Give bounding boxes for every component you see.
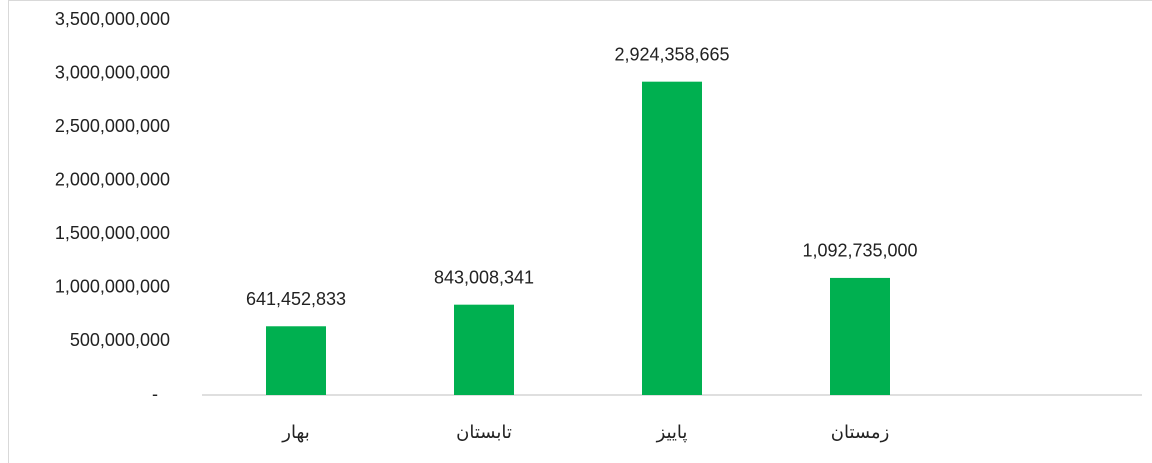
data-label: 843,008,341 <box>434 267 534 287</box>
x-tick-label: زمستان <box>831 422 890 442</box>
y-tick-label: 2,500,000,000 <box>55 116 170 136</box>
x-tick-label: تابستان <box>456 422 512 442</box>
bar <box>266 326 326 395</box>
y-tick-label: 1,000,000,000 <box>55 277 170 297</box>
y-tick-label: 3,500,000,000 <box>55 9 170 29</box>
data-label: 1,092,735,000 <box>802 241 917 261</box>
y-tick-label: 500,000,000 <box>70 330 170 350</box>
bar <box>642 81 702 396</box>
chart-border <box>8 0 1152 463</box>
y-tick-label: 2,000,000,000 <box>55 169 170 189</box>
data-label: 2,924,358,665 <box>614 44 729 64</box>
x-tick-label: بهار <box>281 422 309 443</box>
x-tick-label: پاییز <box>656 422 688 443</box>
bar <box>454 304 514 395</box>
bar <box>830 277 890 395</box>
y-tick-label: 1,500,000,000 <box>55 223 170 243</box>
data-label: 641,452,833 <box>246 289 346 309</box>
y-tick-label: 3,000,000,000 <box>55 62 170 82</box>
y-tick-label: - <box>152 384 158 404</box>
